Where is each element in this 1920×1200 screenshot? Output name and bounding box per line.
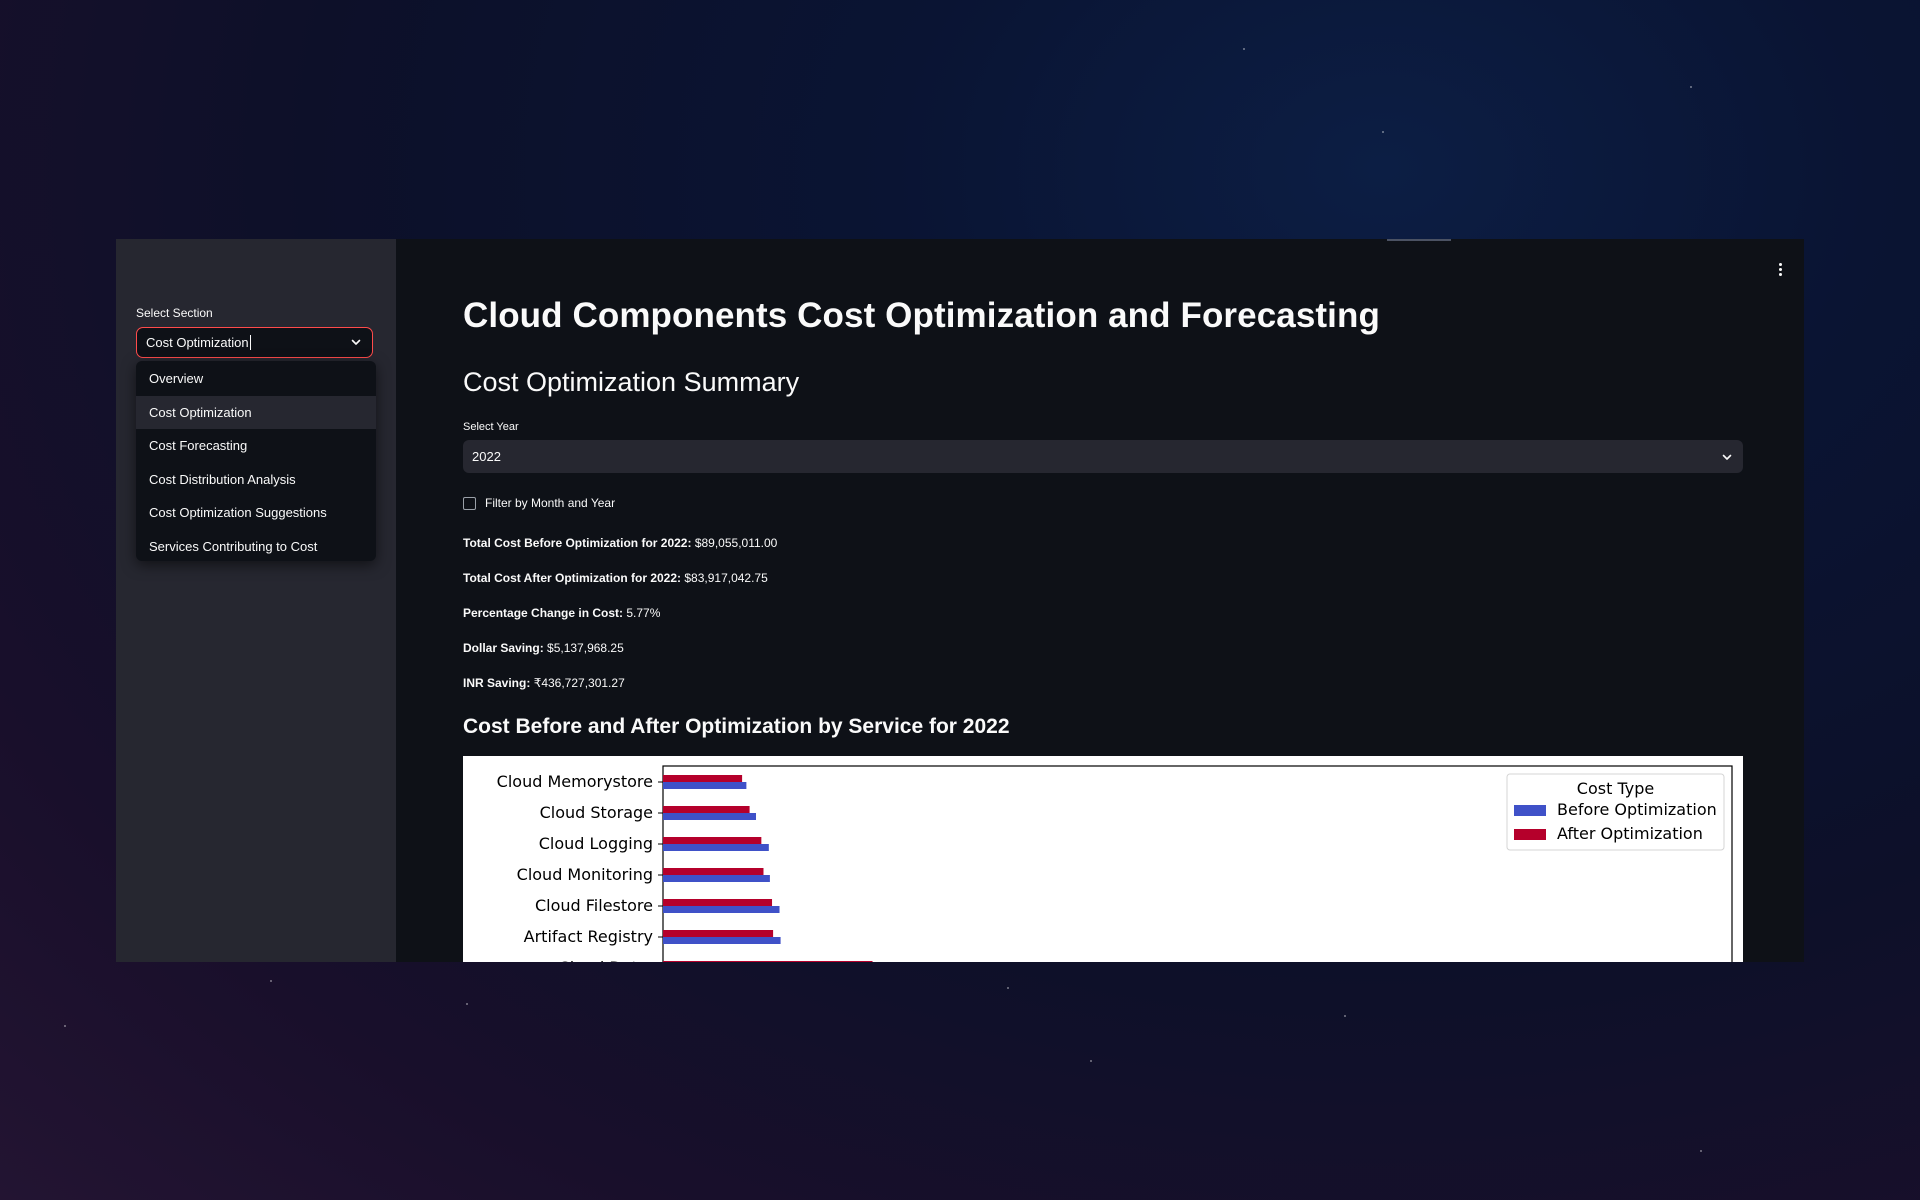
metric-percentage-change: Percentage Change in Cost: 5.77% (463, 606, 660, 620)
page-title: Cloud Components Cost Optimization and F… (463, 296, 1380, 335)
menu-item-services-contributing-to-cost[interactable]: Services Contributing to Cost (149, 538, 318, 554)
chevron-down-icon[interactable] (350, 336, 362, 348)
bar-after-optimization (663, 899, 773, 906)
chart-title: Cost Before and After Optimization by Se… (463, 715, 1010, 738)
section-select-label: Select Section (136, 306, 213, 320)
filter-month-year-label: Filter by Month and Year (485, 496, 616, 510)
menu-item-cost-distribution-analysis[interactable]: Cost Distribution Analysis (149, 471, 296, 487)
chart-svg: Cloud Memorystore Cloud Storage Cloud Logg… (497, 765, 1733, 962)
metric-value: $83,917,042.75 (684, 571, 768, 585)
metric-label: Dollar Saving: (463, 641, 544, 655)
y-tick-label: Cloud Logging (539, 834, 653, 853)
section-title: Cost Optimization Summary (463, 367, 800, 397)
year-select-value: 2022 (472, 449, 501, 464)
window-top-indicator (1387, 239, 1451, 241)
metric-label: Total Cost After Optimization for 2022: (463, 571, 682, 585)
section-select-value: Cost Optimization (146, 335, 249, 350)
more-options-icon[interactable] (1777, 263, 1783, 279)
bar-before-optimization (663, 906, 780, 913)
filter-month-year-checkbox-row[interactable]: Filter by Month and Year (463, 496, 615, 510)
plot-frame (662, 765, 1733, 962)
metric-total-cost-after: Total Cost After Optimization for 2022: … (463, 571, 768, 585)
bar-before-optimization (663, 782, 747, 789)
bar-after-optimization (663, 868, 764, 875)
legend-box (1506, 773, 1725, 851)
y-tick-label: Cloud Monitoring (517, 865, 653, 884)
metric-inr-saving: INR Saving: ₹436,727,301.27 (463, 676, 625, 690)
metric-dollar-saving: Dollar Saving: $5,137,968.25 (463, 641, 624, 655)
metric-label: INR Saving: (463, 676, 531, 690)
legend-label: After Optimization (1557, 824, 1703, 843)
y-tick-label: Cloud Filestore (535, 896, 653, 915)
metric-value: $5,137,968.25 (547, 641, 624, 655)
bar-after-optimization (663, 930, 774, 937)
y-tick-label: Cloud Memorystore (497, 772, 653, 791)
legend-label: Before Optimization (1557, 800, 1717, 819)
app-window: Select Section Cost Optimization Overvie… (116, 239, 1804, 962)
metric-label: Total Cost Before Optimization for 2022: (463, 536, 692, 550)
bar-before-optimization (663, 844, 769, 851)
metric-value: 5.77% (626, 606, 661, 620)
metric-value: $89,055,011.00 (694, 536, 778, 550)
bar-after-optimization (663, 775, 743, 782)
bar-after-optimization (663, 837, 762, 844)
metric-label: Percentage Change in Cost: (463, 606, 624, 620)
y-tick-label: Cloud Storage (540, 803, 653, 822)
menu-item-overview[interactable]: Overview (149, 371, 204, 386)
filter-month-year-checkbox[interactable] (463, 496, 476, 510)
main-content: Cloud Components Cost Optimization and F… (396, 239, 1804, 962)
legend-swatch (1514, 829, 1546, 840)
legend-swatch (1514, 805, 1546, 816)
year-select-label: Select Year (463, 421, 519, 433)
bar-before-optimization (663, 937, 781, 944)
metric-value: ₹436,727,301.27 (533, 676, 625, 690)
y-tick-label: Cloud Dat... (559, 958, 653, 962)
metric-total-cost-before: Total Cost Before Optimization for 2022:… (463, 536, 777, 550)
bar-before-optimization (663, 875, 770, 882)
chevron-down-icon[interactable] (1721, 451, 1733, 463)
y-tick-label: Artifact Registry (524, 927, 653, 946)
menu-item-cost-optimization-suggestions[interactable]: Cost Optimization Suggestions (149, 505, 327, 520)
bar-after-optimization (663, 806, 750, 813)
bar-before-optimization (663, 813, 757, 820)
menu-item-cost-forecasting[interactable]: Cost Forecasting (149, 438, 248, 453)
section-select[interactable]: Cost Optimization (136, 327, 373, 358)
cost-by-service-chart: Cloud Memorystore Cloud Storage Cloud Logg… (463, 756, 1743, 962)
sidebar: Select Section Cost Optimization Overvie… (116, 239, 396, 962)
year-select[interactable]: 2022 (463, 440, 1743, 473)
section-dropdown-menu: Overview Cost Optimization Cost Forecast… (136, 361, 376, 561)
menu-item-cost-optimization[interactable]: Cost Optimization (136, 395, 376, 429)
bar-after-optimization (663, 961, 873, 962)
legend-title: Cost Type (1577, 779, 1654, 798)
text-cursor (249, 335, 251, 350)
